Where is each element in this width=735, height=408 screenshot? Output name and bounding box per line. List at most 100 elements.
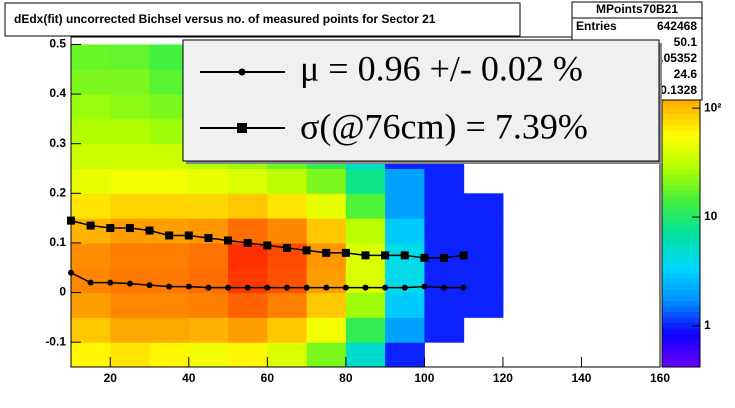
profile-point: [166, 283, 173, 290]
heatmap-cell: [463, 292, 504, 318]
heatmap-cell: [267, 292, 308, 318]
y-tick-label: 0: [59, 285, 66, 299]
colorbar-step: [662, 191, 700, 197]
heatmap-cell: [267, 317, 308, 343]
heatmap-cell: [228, 242, 268, 269]
heatmap-cell: [463, 193, 504, 219]
profile-point: [165, 231, 174, 240]
heatmap-cell: [110, 342, 151, 368]
z-tick-label: 1: [704, 318, 711, 332]
colorbar-step: [662, 163, 700, 170]
heatmap-cell: [188, 168, 229, 194]
legend-marker: [237, 123, 247, 133]
heatmap-cell: [463, 242, 504, 269]
x-tick-label: 80: [339, 371, 353, 385]
profile-point: [107, 279, 114, 286]
colorbar-step: [662, 301, 700, 307]
colorbar-step: [662, 295, 700, 302]
stats-value: 642468: [657, 19, 697, 33]
profile-point: [225, 284, 232, 291]
profile-point: [323, 284, 330, 291]
heatmap-cell: [385, 292, 425, 318]
profile-point: [67, 216, 75, 225]
heatmap-cell: [110, 44, 151, 70]
title-box: [4, 2, 521, 37]
profile-point: [146, 282, 153, 289]
x-tick-label: 60: [261, 371, 275, 385]
profile-point: [244, 284, 251, 291]
heatmap-cell: [267, 218, 308, 244]
stats-value: 0.05352: [654, 51, 698, 65]
heatmap-cell: [71, 342, 111, 368]
profile-point: [341, 248, 350, 257]
colorbar-step: [662, 290, 700, 296]
heatmap-cell: [424, 317, 465, 343]
heatmap-cell: [110, 292, 151, 318]
colorbar-step: [662, 141, 700, 148]
colorbar-step: [662, 202, 700, 208]
colorbar-step: [662, 251, 700, 258]
heatmap-cell: [385, 317, 425, 343]
colorbar-step: [662, 306, 700, 313]
heatmap-cell: [188, 317, 229, 343]
heatmap-cell: [188, 342, 229, 368]
colorbar-step: [662, 246, 700, 252]
colorbar-step: [662, 213, 700, 219]
profile-point: [86, 221, 95, 230]
profile-point: [264, 284, 271, 291]
y-tick-label: -0.1: [45, 334, 66, 348]
colorbar-step: [662, 207, 700, 214]
heatmap-cell: [110, 69, 151, 95]
colorbar-step: [662, 119, 700, 126]
heatmap-cell: [228, 193, 268, 219]
heatmap-cell: [188, 292, 229, 318]
colorbar-step: [662, 284, 700, 291]
heatmap-cell: [228, 342, 268, 368]
profile-point: [322, 248, 331, 257]
x-tick-label: 160: [650, 371, 670, 385]
heatmap-cell: [385, 342, 425, 368]
legend-marker: [238, 68, 246, 76]
y-tick-label: 0.4: [49, 86, 66, 100]
stats-value: 50.1: [674, 35, 698, 49]
heatmap-cell: [110, 267, 151, 294]
legend-frame: [182, 39, 660, 162]
heatmap-cell: [110, 242, 151, 269]
colorbar-step: [662, 130, 700, 137]
y-tick-label: 0.1: [49, 235, 66, 249]
x-tick-label: 120: [493, 371, 513, 385]
heatmap-cell: [71, 94, 111, 120]
profile-point: [361, 251, 370, 260]
profile-point: [420, 253, 429, 262]
x-tick-label: 100: [414, 371, 434, 385]
x-tick-label: 40: [182, 371, 196, 385]
heatmap-cell: [306, 342, 347, 368]
z-tick-label: 10: [704, 209, 718, 223]
heatmap-cell: [463, 267, 504, 294]
colorbar-step: [662, 273, 700, 280]
heatmap-cell: [306, 218, 347, 244]
heatmap-cell: [71, 193, 111, 219]
heatmap-cell: [424, 168, 465, 194]
colorbar-step: [662, 136, 700, 142]
legend-label: μ = 0.96 +/- 0.02 %: [300, 48, 583, 88]
profile-point: [342, 284, 349, 291]
plot-area: -0.1 0 0.1 0.2 0.3 0.4 0.5 20 40 60 80 100 120 140 160…: [45, 36, 721, 385]
colorbar-step: [662, 224, 700, 230]
colorbar-step: [662, 268, 700, 274]
heatmap-cell: [71, 143, 111, 170]
heatmap-cell: [306, 193, 347, 219]
heatmap-cell: [385, 168, 425, 194]
heatmap-cell: [385, 193, 425, 219]
colorbar-step: [662, 361, 700, 368]
y-tick-label: 0.5: [49, 37, 66, 51]
heatmap-cell: [149, 317, 190, 343]
colorbar-step: [662, 114, 700, 120]
profile-point: [185, 283, 192, 290]
heatmap-cell: [424, 193, 465, 219]
heatmap-cell: [463, 218, 504, 244]
heatmap-cell: [228, 317, 268, 343]
heatmap-cell: [345, 193, 386, 219]
colorbar-step: [662, 108, 700, 115]
